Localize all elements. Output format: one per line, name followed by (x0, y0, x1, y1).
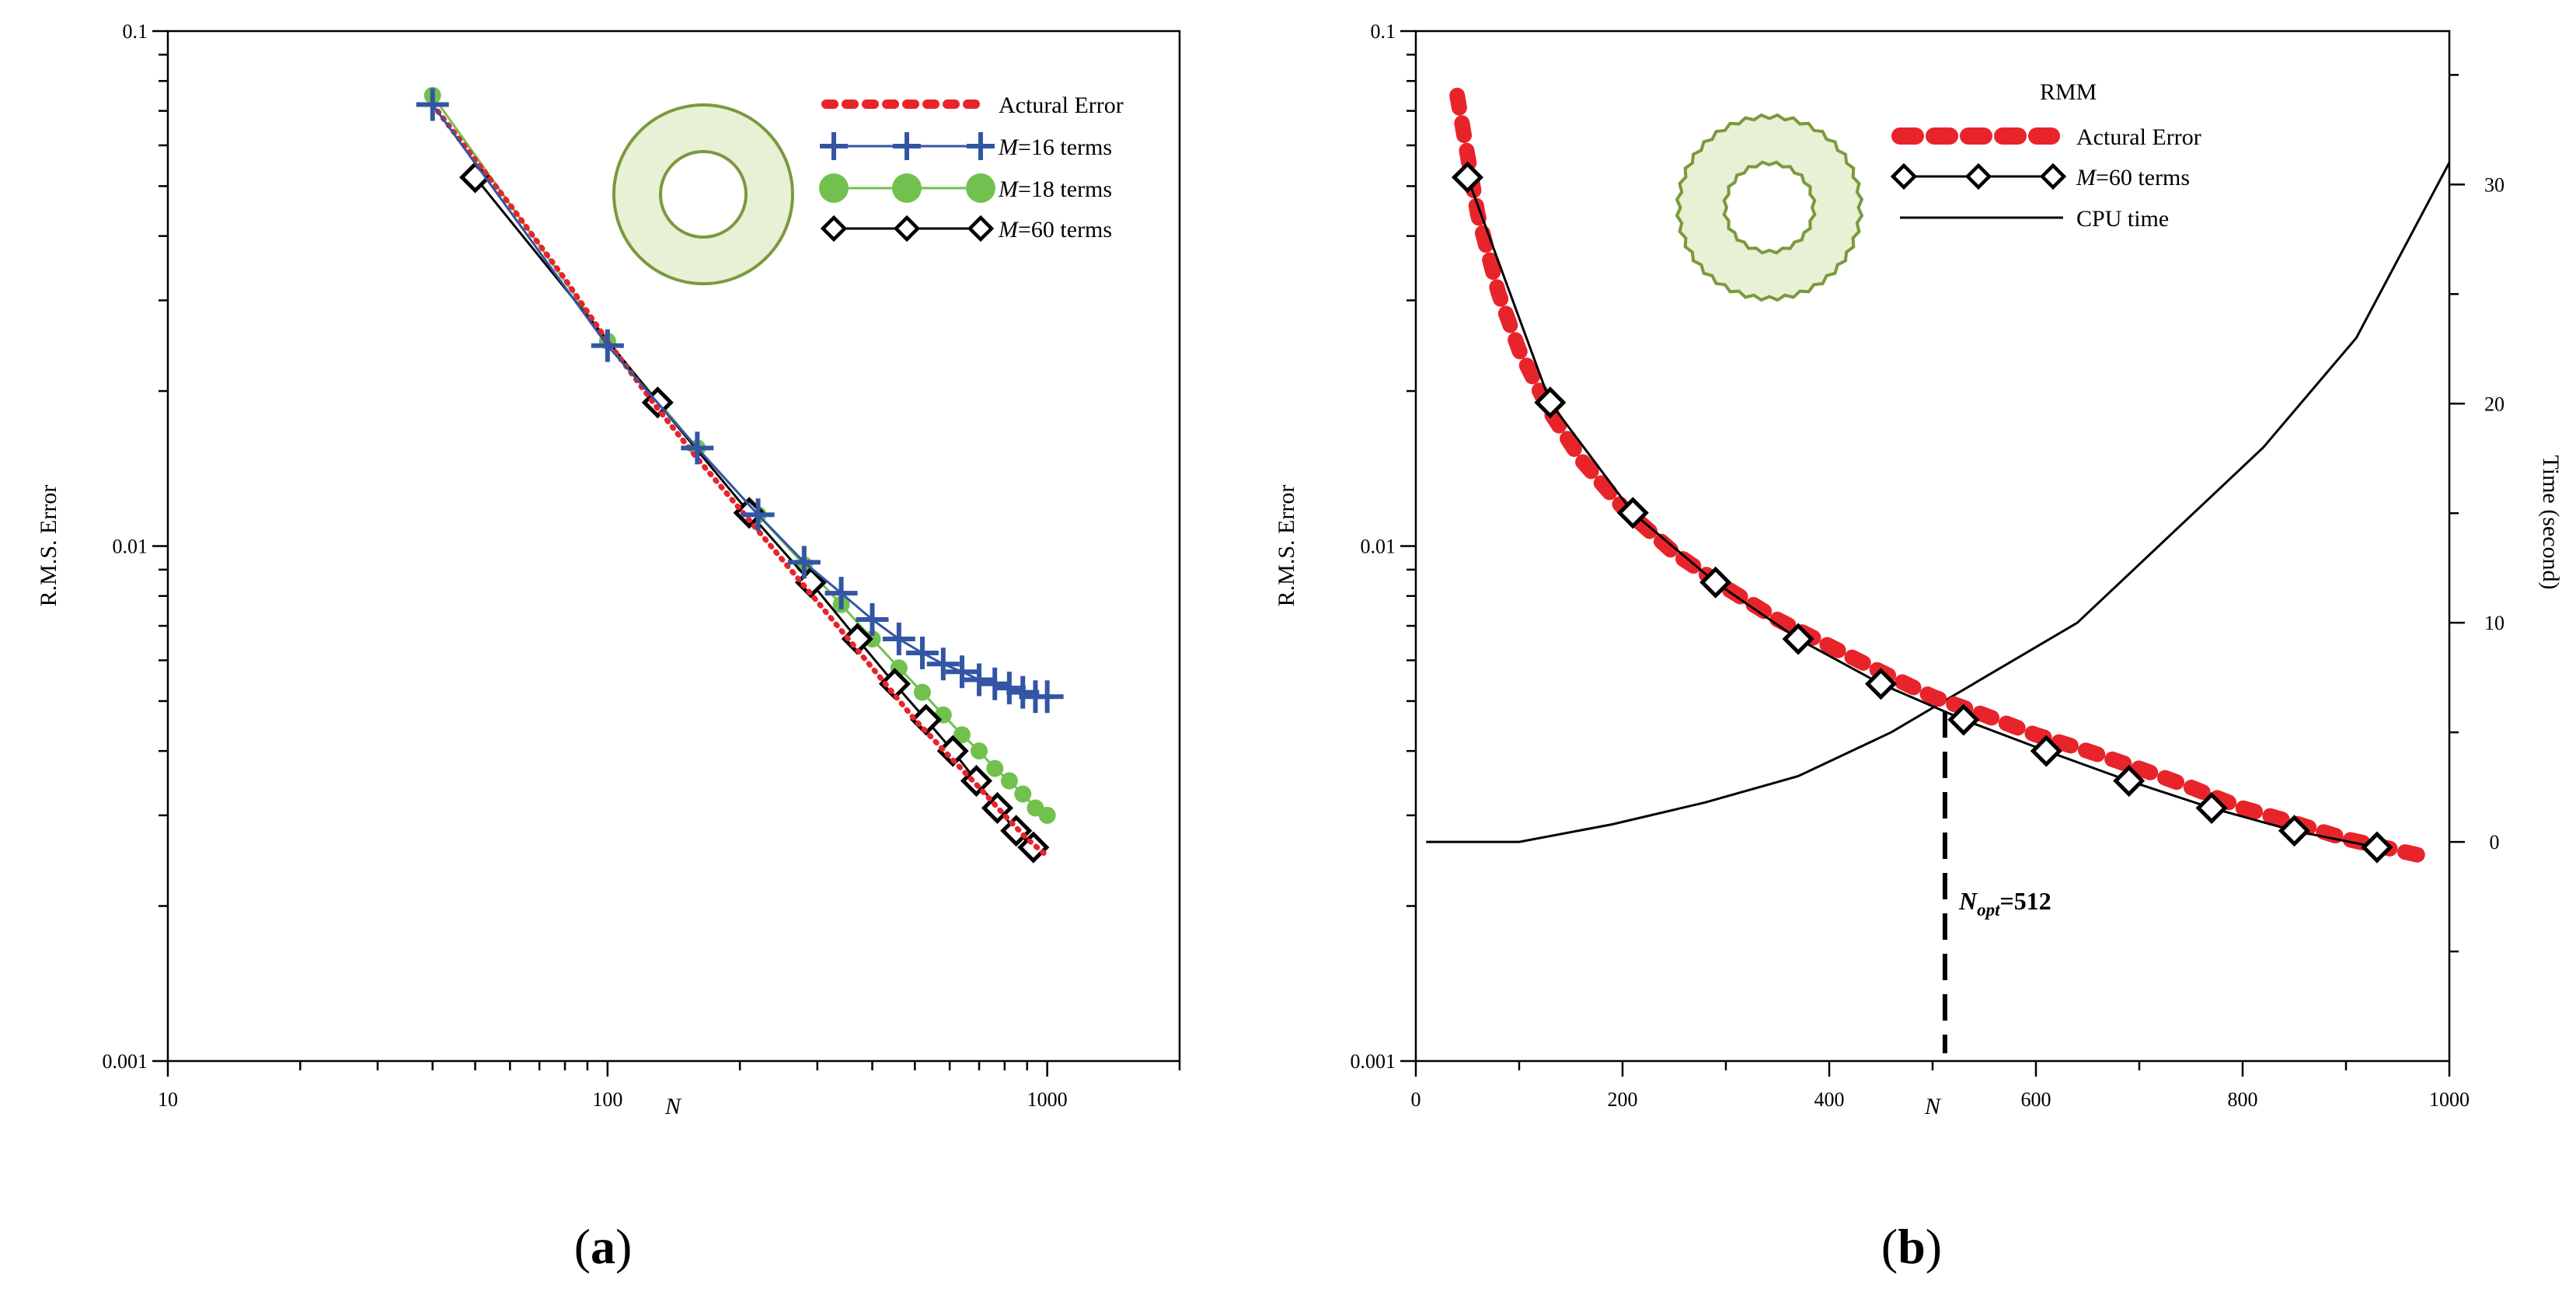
y2-tick-label-b: 30 (2484, 173, 2505, 196)
legend-a-actural-label: Actural Error (999, 92, 1124, 118)
legend-b-m60-swatch (1890, 162, 2067, 190)
y-tick-label-b: 0.1 (1371, 20, 1396, 43)
series-a-m60-point (936, 735, 969, 767)
legend-a: Actural Error M=16 terms M=18 terms M=60… (819, 92, 1124, 243)
series-a-m18-point (1038, 806, 1056, 824)
legend-b-m60-label: M=60 terms (2076, 165, 2190, 190)
series-a-m18-point (986, 759, 1004, 777)
plot-frame-b (1414, 30, 2451, 1063)
series-a-m16-point (926, 648, 960, 681)
x-axis-label-a: N (664, 1094, 682, 1119)
series-b-m60-point (2361, 831, 2393, 864)
panel-label-b: (b) (1881, 1219, 1942, 1274)
nopt-annotation: Nopt=512 (1958, 887, 2051, 920)
series-a-m16-point (946, 655, 978, 689)
series-b-m60-point (1699, 566, 1732, 599)
y2-tick-label-b: 20 (2484, 393, 2505, 415)
series-a-m16-point (741, 498, 775, 532)
series-a-m18-point (971, 742, 988, 760)
x-tick-label-a: 10 (158, 1088, 178, 1111)
series-a-m16-point (787, 546, 821, 579)
legend-b-title: RMM (2040, 79, 2097, 105)
legend-a-m60-label: M=60 terms (998, 217, 1112, 243)
annulus-inner-a (659, 150, 748, 239)
y2-tick-label-b: 10 (2484, 612, 2505, 634)
tick-labels-b: 0 200 400 600 800 1000 0.001 0.01 0.1 0 10 20 30 (1351, 20, 2505, 1111)
series-b-m60-point (2113, 765, 2146, 798)
x-tick-label-b: 600 (2021, 1088, 2051, 1111)
series-a-m16-point (978, 667, 1012, 700)
series-b-m60-point (1534, 386, 1567, 419)
series-a (416, 86, 1064, 864)
series-b-actural-line (1449, 87, 2431, 864)
annulus-inset-a (612, 103, 794, 285)
x-tick-label-a: 1000 (1027, 1088, 1068, 1111)
series-a-m18-point (1000, 772, 1018, 790)
ticks-a (152, 30, 1181, 1077)
x-tick-label-b: 0 (1411, 1088, 1421, 1111)
series-b-m60-line (1466, 176, 2378, 849)
series-a-m16-point (1030, 680, 1064, 714)
series-a-m16-point (681, 431, 714, 465)
series-b-m60-point (1782, 623, 1814, 655)
series-b (1426, 87, 2449, 864)
series-a-m16-point (824, 577, 858, 610)
y2-axis-label-b: Time (second) (2538, 455, 2564, 589)
annulus-inset-b (1675, 113, 1864, 302)
series-a-m16-point (416, 88, 449, 121)
y-tick-label-a: 0.1 (123, 20, 148, 43)
series-a-m18-point (913, 683, 931, 701)
panel-b: 0 200 400 600 800 1000 0.001 0.01 0.1 0 10 20 30 Nop… (1274, 20, 2564, 1274)
x-tick-label-a: 100 (592, 1088, 622, 1111)
y-tick-label-b: 0.001 (1351, 1050, 1396, 1073)
legend-b-actural-label: Actural Error (2076, 124, 2201, 150)
legend-b-cpu-label: CPU time (2076, 206, 2169, 232)
panel-label-a: (a) (574, 1219, 633, 1274)
series-b-m60-point (1864, 668, 1898, 700)
legend-a-m16-swatch (820, 132, 995, 160)
annulus-inner-b (1722, 160, 1817, 255)
y-axis-label-a: R.M.S. Error (36, 485, 61, 607)
series-b-cpu-line (1426, 162, 2449, 843)
x-tick-label-b: 200 (1608, 1088, 1638, 1111)
ticks-b (1400, 30, 2465, 1077)
y2-tick-label-b: 0 (2490, 831, 2500, 853)
series-b-m60-point (1616, 497, 1649, 529)
series-a-m16-point (591, 329, 624, 362)
y-tick-label-a: 0.01 (113, 536, 148, 558)
series-b-m60-point (2195, 791, 2228, 825)
series-a-m16-point (882, 623, 915, 656)
series-a-m16-point (992, 672, 1026, 705)
y-tick-label-a: 0.001 (103, 1050, 148, 1073)
legend-a-m60-swatch (820, 215, 995, 243)
x-tick-label-b: 400 (1814, 1088, 1845, 1111)
tick-labels-a: 10 100 1000 0.001 0.01 0.1 (103, 20, 1068, 1111)
series-a-m60-point (910, 703, 943, 736)
series-a-m60-point (1017, 831, 1050, 864)
y-tick-label-b: 0.01 (1361, 536, 1396, 558)
series-b-m60-point (1947, 703, 1980, 736)
series-b-m60-point (1451, 161, 1484, 194)
series-a-m60-point (960, 765, 993, 798)
legend-b: RMM Actural Error M=60 terms CPU time (1890, 79, 2201, 232)
legend-a-m16-label: M=16 terms (998, 134, 1112, 160)
series-a-actural-line (430, 102, 1051, 859)
series-b-m60-point (2030, 735, 2062, 767)
series-b-m60-point (2278, 815, 2311, 847)
y-axis-label-b: R.M.S. Error (1274, 485, 1299, 607)
series-a-m16-point (905, 637, 939, 670)
panel-a: 10 100 1000 0.001 0.01 0.1 Actural Error M=16… (36, 20, 1181, 1274)
x-tick-label-b: 800 (2228, 1088, 2258, 1111)
x-tick-label-b: 1000 (2429, 1088, 2470, 1111)
series-a-m16-point (963, 663, 996, 696)
series-a-m18-point (1014, 785, 1032, 803)
legend-a-m18-label: M=18 terms (998, 176, 1112, 202)
series-a-m16-point (856, 603, 889, 637)
series-a-m18-point (953, 726, 971, 744)
x-axis-label-b: N (1924, 1094, 1942, 1119)
legend-a-m18-swatch (819, 173, 995, 203)
